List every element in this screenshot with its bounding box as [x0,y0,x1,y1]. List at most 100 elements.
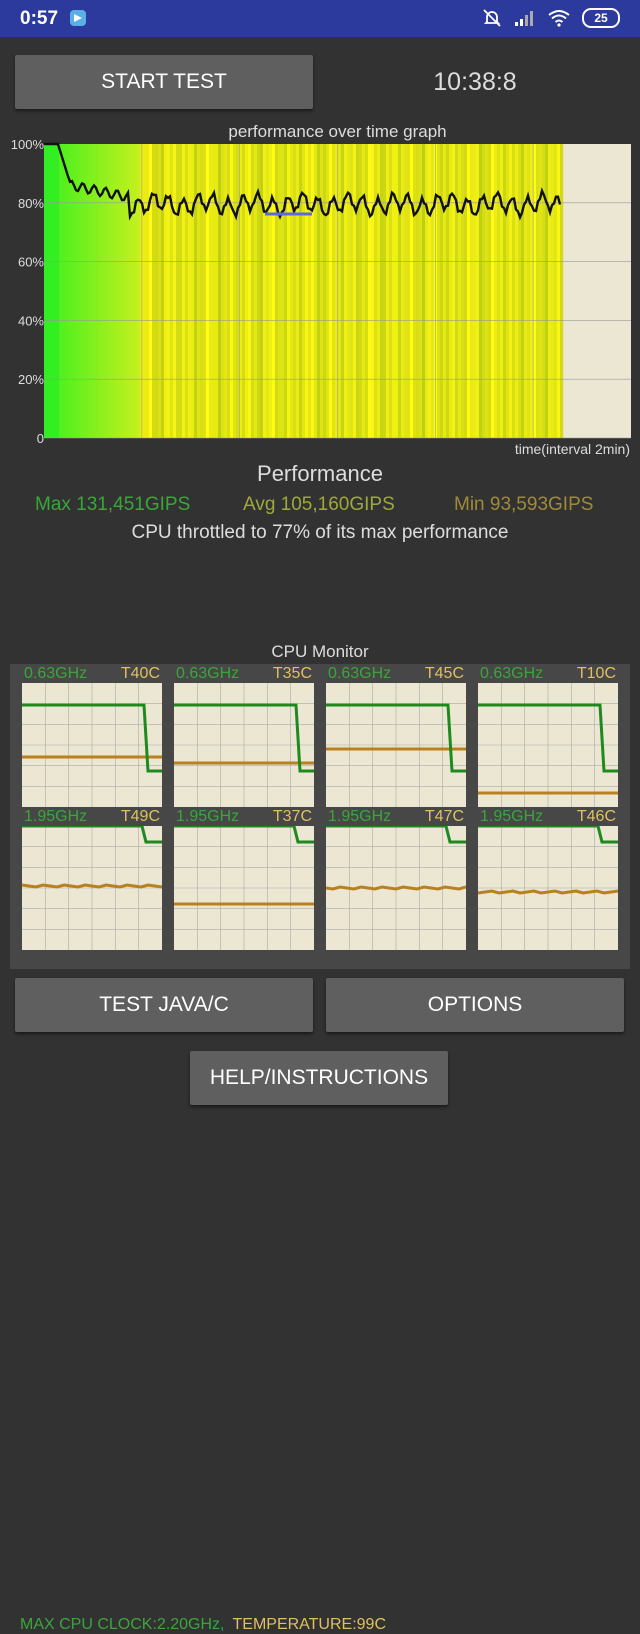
graph-bar [224,144,228,438]
graph-bar [287,144,291,438]
graph-bar [509,144,513,438]
core-temperature: T45C [424,665,464,682]
graph-bar [212,144,216,438]
graph-x-label: time(interval 2min) [515,441,630,457]
core-frequency: 0.63GHz [480,665,544,682]
graph-bar [275,144,279,438]
graph-bar [263,144,267,438]
start-test-button[interactable]: START TEST [15,55,313,109]
graph-bar [539,144,543,438]
signal-icon [515,11,533,26]
graph-bar [371,144,375,438]
graph-bar [536,144,540,438]
core-temperature-line [478,889,618,895]
performance-series-line [44,142,562,221]
core-load-graph [174,683,314,807]
graph-title: performance over time graph [228,122,447,141]
graph-bar [506,144,510,438]
graph-bar [242,144,246,438]
graph-bar [350,144,354,438]
graph-bar [542,144,546,438]
cpu-monitor-footer: MAX CPU CLOCK:2.20GHz, TEMPERATURE:99C [20,1616,386,1634]
core-load-graph [326,683,466,807]
core-frequency: 1.95GHz [24,808,88,825]
graph-bar [197,144,201,438]
graph-bar [557,144,561,438]
graph-bar [92,144,96,438]
graph-bar [338,144,342,438]
graph-bar [230,144,234,438]
core-temperature: T37C [272,808,312,825]
graph-bar [458,144,462,438]
graph-bar [125,144,129,438]
graph-bar [548,144,552,438]
graph-bar [425,144,429,438]
graph-bar [365,144,369,438]
graph-bar [254,144,258,438]
cpu-core-2: 0.63GHz T35C [174,664,314,807]
graph-bar [323,144,327,438]
graph-bar [389,144,393,438]
graph-bar [512,144,516,438]
cpu-core-8: 1.95GHz T46C [478,807,618,950]
graph-bar [527,144,531,438]
core-frequency-line [22,826,162,844]
graph-bar [308,144,312,438]
test-java-c-button[interactable]: TEST JAVA/C [15,978,313,1032]
graph-bar [71,144,75,438]
graph-bar [341,144,345,438]
graph-bar [335,144,339,438]
graph-bar [170,144,174,438]
graph-bar [143,144,147,438]
performance-title: Performance [257,461,383,486]
graph-bar [518,144,522,438]
graph-bar [89,144,93,438]
graph-bar [440,144,444,438]
graph-y-tick: 60% [18,255,44,270]
graph-bar [77,144,81,438]
graph-bar [161,144,165,438]
core-temperature: T49C [120,808,160,825]
graph-bar [149,144,153,438]
graph-bar [362,144,366,438]
core-frequency-line [326,703,466,773]
help-instructions-button[interactable]: HELP/INSTRUCTIONS [190,1051,448,1105]
core-load-graph [478,826,618,950]
graph-bar [311,144,315,438]
graph-bar [470,144,474,438]
battery-icon: 25 [582,8,620,28]
graph-bar [80,144,84,438]
graph-bar [113,144,117,438]
graph-bar [416,144,420,438]
graph-bar [260,144,264,438]
graph-bar [128,144,132,438]
graph-bar [494,144,498,438]
graph-bar [515,144,519,438]
graph-bar [449,144,453,438]
core-frequency: 0.63GHz [328,665,392,682]
graph-y-tick: 40% [18,313,44,328]
graph-bar [461,144,465,438]
graph-bar [278,144,282,438]
graph-bar [188,144,192,438]
graph-bar [53,144,57,438]
graph-bar [521,144,525,438]
graph-y-tick: 0 [37,431,44,446]
options-button[interactable]: OPTIONS [326,978,624,1032]
graph-bar [86,144,90,438]
elapsed-clock: 10:38:8 [433,68,517,96]
graph-bar [167,144,171,438]
graph-bar [239,144,243,438]
graph-bar [380,144,384,438]
graph-y-tick: 20% [18,372,44,387]
graph-y-tick: 80% [18,196,44,211]
core-load-graph [174,826,314,950]
core-temperature: T40C [120,665,160,682]
graph-bar [134,144,138,438]
graph-bar [191,144,195,438]
graph-bar [368,144,372,438]
stat-min: Min 93,593GIPS [454,494,594,515]
cpu-core-6: 1.95GHz T37C [174,807,314,950]
graph-bar [530,144,534,438]
graph-bar [200,144,204,438]
